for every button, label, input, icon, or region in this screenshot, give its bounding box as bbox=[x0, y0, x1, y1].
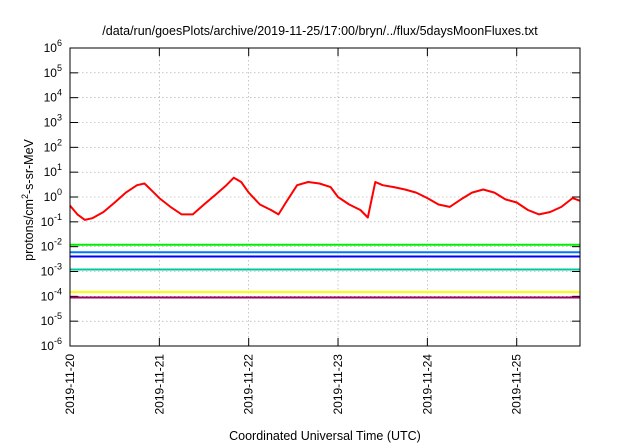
y-tick-label: 10-6 bbox=[41, 336, 62, 353]
y-tick-label: 101 bbox=[44, 162, 62, 179]
y-tick-label: 10-2 bbox=[41, 237, 62, 254]
y-tick-label: 105 bbox=[44, 63, 62, 80]
y-tick-label: 10-4 bbox=[41, 286, 62, 303]
y-tick-label: 106 bbox=[44, 38, 62, 55]
y-tick-label: 102 bbox=[44, 137, 62, 154]
x-tick-label: 2019-11-23 bbox=[331, 354, 345, 415]
y-tick-label: 104 bbox=[44, 88, 62, 105]
y-tick-label: 100 bbox=[44, 187, 62, 204]
y-tick-label: 103 bbox=[44, 113, 62, 130]
x-tick-label: 2019-11-20 bbox=[63, 354, 77, 415]
x-tick-label: 2019-11-24 bbox=[420, 354, 434, 415]
plot-frame bbox=[69, 47, 581, 347]
x-tick-label: 2019-11-22 bbox=[242, 354, 256, 415]
x-tick-label: 2019-11-21 bbox=[152, 354, 166, 415]
chart-title: /data/run/goesPlots/archive/2019-11-25/1… bbox=[102, 24, 538, 38]
series-line bbox=[69, 176, 581, 221]
y-tick-label: 10-1 bbox=[41, 212, 62, 229]
y-tick-label: 10-5 bbox=[41, 311, 62, 328]
x-axis-label: Coordinated Universal Time (UTC) bbox=[229, 429, 421, 443]
y-tick-label: 10-3 bbox=[41, 262, 62, 279]
x-tick-label: 2019-11-25 bbox=[510, 354, 524, 415]
